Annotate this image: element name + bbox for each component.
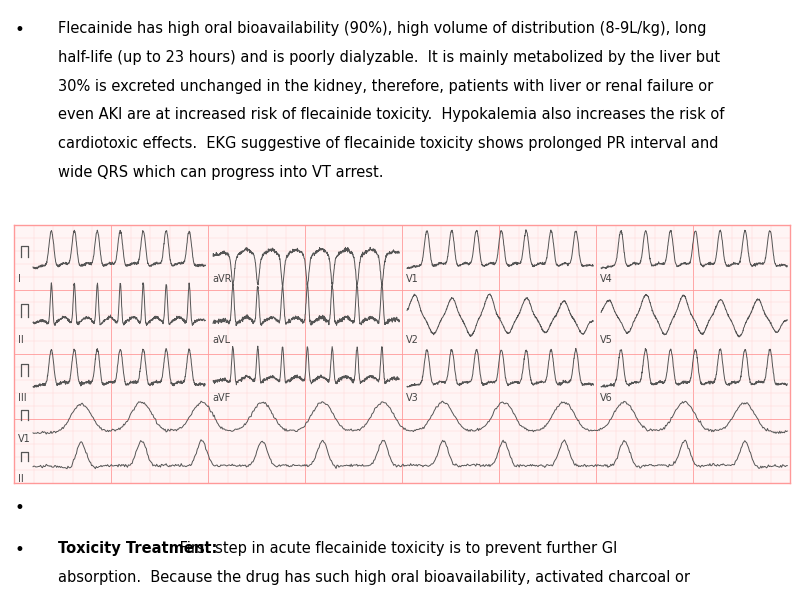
Text: aVF: aVF bbox=[212, 392, 230, 403]
Text: V1: V1 bbox=[406, 274, 419, 284]
Text: absorption.  Because the drug has such high oral bioavailability, activated char: absorption. Because the drug has such hi… bbox=[58, 570, 690, 585]
Text: V5: V5 bbox=[600, 335, 613, 345]
Text: even AKI are at increased risk of flecainide toxicity.  Hypokalemia also increas: even AKI are at increased risk of flecai… bbox=[58, 107, 724, 122]
Text: II: II bbox=[18, 335, 24, 345]
Text: Toxicity Treatment:: Toxicity Treatment: bbox=[58, 541, 217, 556]
Text: half-life (up to 23 hours) and is poorly dialyzable.  It is mainly metabolized b: half-life (up to 23 hours) and is poorly… bbox=[58, 50, 720, 65]
Text: III: III bbox=[18, 392, 27, 403]
Text: •: • bbox=[14, 541, 24, 559]
Text: I: I bbox=[18, 274, 21, 284]
Text: 30% is excreted unchanged in the kidney, therefore, patients with liver or renal: 30% is excreted unchanged in the kidney,… bbox=[58, 79, 713, 94]
Text: First step in acute flecainide toxicity is to prevent further GI: First step in acute flecainide toxicity … bbox=[175, 541, 618, 556]
Text: •: • bbox=[14, 499, 24, 517]
Text: V3: V3 bbox=[406, 392, 419, 403]
Text: V4: V4 bbox=[600, 274, 613, 284]
Text: aVR: aVR bbox=[212, 274, 232, 284]
Text: Flecainide has high oral bioavailability (90%), high volume of distribution (8-9: Flecainide has high oral bioavailability… bbox=[58, 21, 706, 36]
Text: cardiotoxic effects.  EKG suggestive of flecainide toxicity shows prolonged PR i: cardiotoxic effects. EKG suggestive of f… bbox=[58, 136, 718, 151]
Text: wide QRS which can progress into VT arrest.: wide QRS which can progress into VT arre… bbox=[58, 165, 383, 180]
Text: II: II bbox=[18, 473, 24, 484]
Text: •: • bbox=[14, 21, 24, 39]
Text: V1: V1 bbox=[18, 434, 31, 444]
Text: aVL: aVL bbox=[212, 335, 230, 345]
Text: V2: V2 bbox=[406, 335, 419, 345]
Text: V6: V6 bbox=[600, 392, 613, 403]
